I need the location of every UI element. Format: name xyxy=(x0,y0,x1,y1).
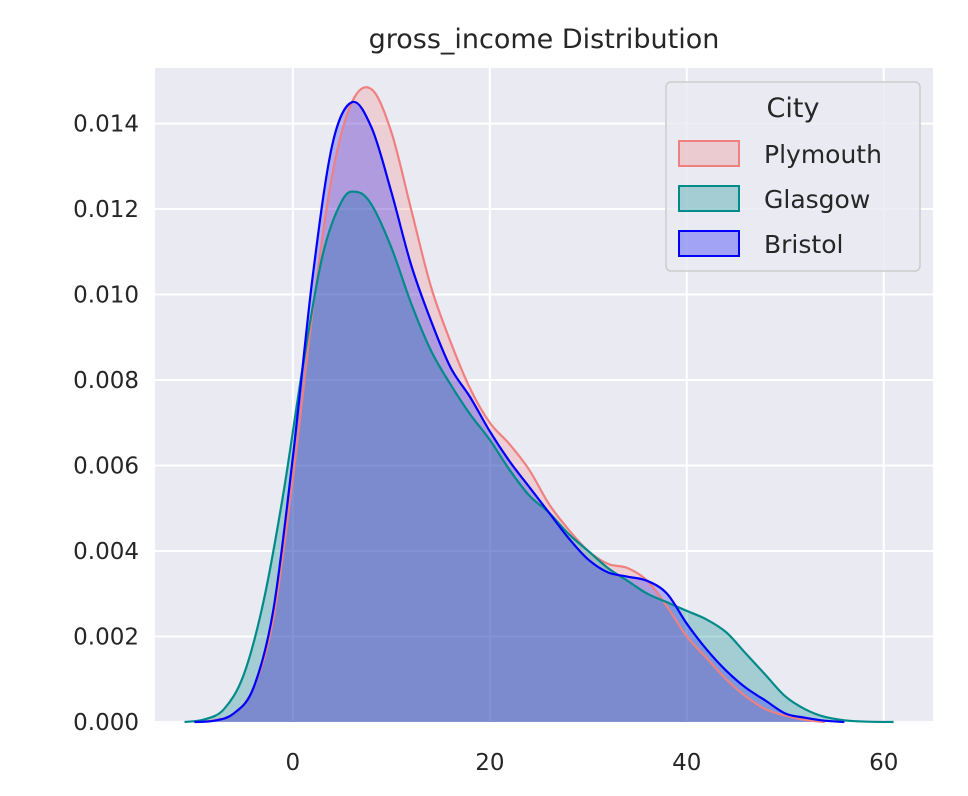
density-lines xyxy=(184,86,894,724)
legend-label: Plymouth xyxy=(764,140,882,169)
legend-title: City xyxy=(767,93,820,124)
legend-swatch xyxy=(678,140,740,167)
y-tick-label: 0.008 xyxy=(73,368,139,394)
y-tick-label: 0.002 xyxy=(73,625,139,651)
x-tick-label: 20 xyxy=(475,750,504,776)
x-tick-label: 40 xyxy=(672,750,701,776)
legend-label: Glasgow xyxy=(764,185,870,214)
legend: City Plymouth Glasgow Bristol xyxy=(665,81,921,272)
legend-box xyxy=(665,81,921,272)
x-axis-ticks: 0 20 40 60 xyxy=(286,750,899,776)
line-glasgow xyxy=(184,190,894,724)
legend-swatch xyxy=(678,230,740,257)
y-tick-label: 0.010 xyxy=(73,283,139,309)
y-tick-label: 0.000 xyxy=(73,710,139,736)
y-axis-ticks: 0.000 0.002 0.004 0.006 0.008 0.010 0.012 0.014 xyxy=(73,112,139,736)
legend-item-glasgow: Glasgow xyxy=(678,185,870,214)
legend-item-plymouth: Plymouth xyxy=(678,140,882,169)
y-tick-label: 0.004 xyxy=(73,539,139,565)
y-tick-label: 0.006 xyxy=(73,454,139,480)
y-tick-label: 0.012 xyxy=(73,197,139,223)
x-tick-label: 0 xyxy=(286,750,301,776)
line-bristol xyxy=(194,100,845,724)
density-areas xyxy=(184,87,894,723)
y-tick-label: 0.014 xyxy=(73,112,139,138)
chart-title: gross_income Distribution xyxy=(369,24,720,55)
area-bristol xyxy=(194,101,845,722)
area-glasgow xyxy=(184,191,894,722)
legend-label: Bristol xyxy=(764,230,843,259)
x-tick-label: 60 xyxy=(869,750,898,776)
line-plymouth xyxy=(194,86,825,724)
legend-item-bristol: Bristol xyxy=(678,230,843,259)
legend-swatch xyxy=(678,185,740,212)
area-plymouth xyxy=(194,87,825,723)
